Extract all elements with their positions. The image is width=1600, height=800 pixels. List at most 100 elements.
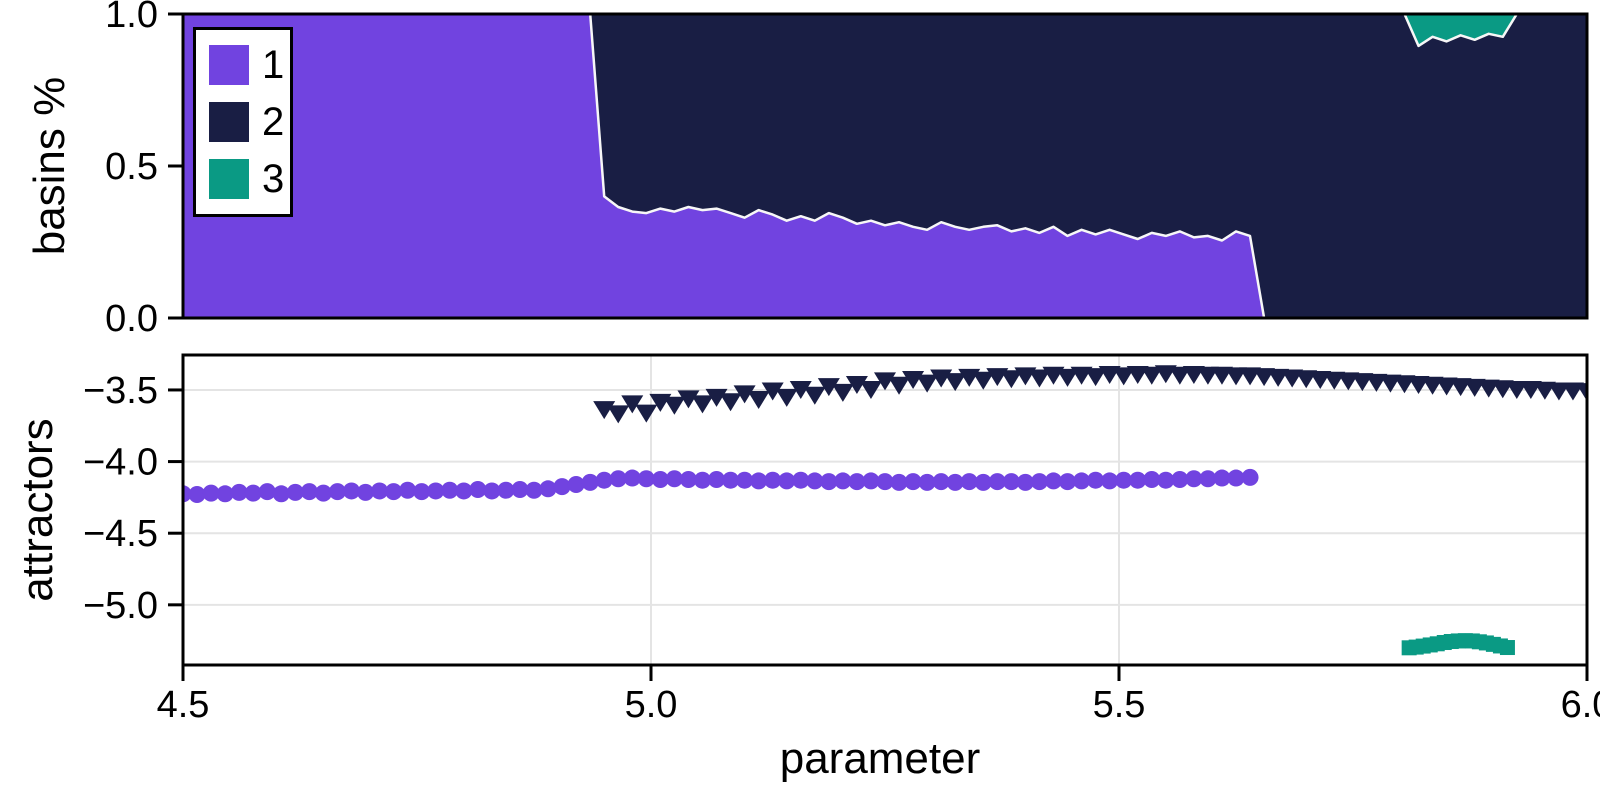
marker-circle xyxy=(876,473,894,491)
scatter-series-2 xyxy=(593,365,1587,424)
marker-circle xyxy=(272,485,290,503)
marker-circle xyxy=(357,483,375,501)
marker-triangle-down xyxy=(803,386,826,405)
marker-circle xyxy=(286,483,304,501)
marker-triangle-down xyxy=(663,396,686,415)
marker-triangle-down xyxy=(733,385,756,404)
marker-circle xyxy=(932,473,950,491)
marker-triangle-down xyxy=(1225,367,1247,386)
marker-circle xyxy=(244,484,262,502)
marker-circle xyxy=(216,485,234,503)
marker-circle xyxy=(1101,472,1119,490)
marker-triangle-down xyxy=(888,376,911,395)
attractors-ytick-label: −5.0 xyxy=(83,585,158,627)
legend-swatch-3 xyxy=(209,159,249,199)
marker-triangle-down xyxy=(747,391,770,410)
marker-circle xyxy=(371,482,389,500)
marker-circle xyxy=(890,473,908,491)
basins-panel xyxy=(183,14,1587,318)
marker-circle xyxy=(1016,473,1034,491)
marker-circle xyxy=(665,470,683,488)
marker-circle xyxy=(651,470,669,488)
marker-circle xyxy=(399,481,417,499)
attractors-xtick-label: 6.0 xyxy=(1561,684,1600,726)
legend: 1 2 3 xyxy=(193,27,293,217)
marker-triangle-down xyxy=(621,395,644,414)
marker-circle xyxy=(427,482,445,500)
basins-ytick-label: 1.0 xyxy=(105,0,158,36)
marker-triangle-down xyxy=(972,371,995,390)
y-axis-label-attractors: attractors xyxy=(13,418,62,602)
marker-triangle-down xyxy=(1168,366,1191,385)
marker-circle xyxy=(862,472,880,490)
marker-circle xyxy=(497,481,515,499)
marker-circle xyxy=(525,481,543,499)
marker-triangle-down xyxy=(1000,370,1023,389)
marker-circle xyxy=(385,483,403,501)
marker-circle xyxy=(1171,470,1189,488)
marker-circle xyxy=(202,484,220,502)
marker-circle xyxy=(314,484,332,502)
marker-circle xyxy=(736,471,754,489)
marker-triangle-down xyxy=(789,381,812,400)
marker-circle xyxy=(413,483,431,501)
marker-triangle-down xyxy=(607,405,630,424)
marker-square xyxy=(1499,640,1515,656)
basin-area-1 xyxy=(183,14,1587,318)
legend-swatch-2 xyxy=(209,102,249,142)
marker-triangle-down xyxy=(635,404,658,423)
marker-circle xyxy=(342,482,360,500)
marker-circle xyxy=(946,473,964,491)
marker-circle xyxy=(693,471,711,489)
marker-triangle-down xyxy=(719,393,742,412)
marker-circle xyxy=(637,470,655,488)
marker-circle xyxy=(708,470,726,488)
legend-item-2: 2 xyxy=(209,102,290,142)
marker-circle xyxy=(553,478,571,496)
scatter-series-1 xyxy=(183,468,1259,504)
attractors-ytick-label: −4.0 xyxy=(83,442,158,484)
y-axis-label-basins: basins % xyxy=(25,76,74,256)
marker-triangle-down xyxy=(1028,369,1051,388)
marker-triangle-down xyxy=(1112,367,1135,386)
marker-triangle-down xyxy=(831,383,854,402)
attractors-ytick-label: −4.5 xyxy=(83,513,158,555)
marker-circle xyxy=(623,469,641,487)
marker-triangle-down xyxy=(761,382,784,401)
marker-circle xyxy=(483,482,501,500)
basins-ytick-label: 0.5 xyxy=(105,146,158,188)
attractors-xtick-label: 5.5 xyxy=(1093,684,1146,726)
legend-label-3: 3 xyxy=(262,157,285,201)
marker-triangle-down xyxy=(859,381,882,400)
basins-ytick-label: 0.0 xyxy=(105,298,158,340)
marker-triangle-down xyxy=(691,395,714,414)
marker-circle xyxy=(1073,472,1091,490)
marker-circle xyxy=(1087,471,1105,489)
marker-circle xyxy=(778,472,796,490)
marker-circle xyxy=(1213,469,1231,487)
marker-triangle-down xyxy=(845,376,868,395)
marker-circle xyxy=(1044,472,1062,490)
legend-label-2: 2 xyxy=(262,100,285,144)
attractors-xtick-label: 5.0 xyxy=(625,684,678,726)
attractors-ytick-label: −3.5 xyxy=(83,370,158,412)
marker-triangle-down xyxy=(1140,366,1163,385)
marker-circle xyxy=(834,472,852,490)
legend-item-3: 3 xyxy=(209,159,290,199)
marker-triangle-down xyxy=(775,388,798,407)
marker-circle xyxy=(722,471,740,489)
scatter-series-3 xyxy=(1401,633,1515,656)
marker-triangle-down xyxy=(916,374,939,393)
marker-triangle-down xyxy=(1196,366,1219,385)
marker-circle xyxy=(806,472,824,490)
marker-triangle-down xyxy=(944,373,967,392)
legend-item-1: 1 xyxy=(209,45,290,85)
attractors-panel-spine xyxy=(181,353,1589,667)
marker-circle xyxy=(539,480,557,498)
marker-circle xyxy=(1185,470,1203,488)
marker-circle xyxy=(609,470,627,488)
marker-circle xyxy=(679,470,697,488)
marker-circle xyxy=(188,486,206,504)
